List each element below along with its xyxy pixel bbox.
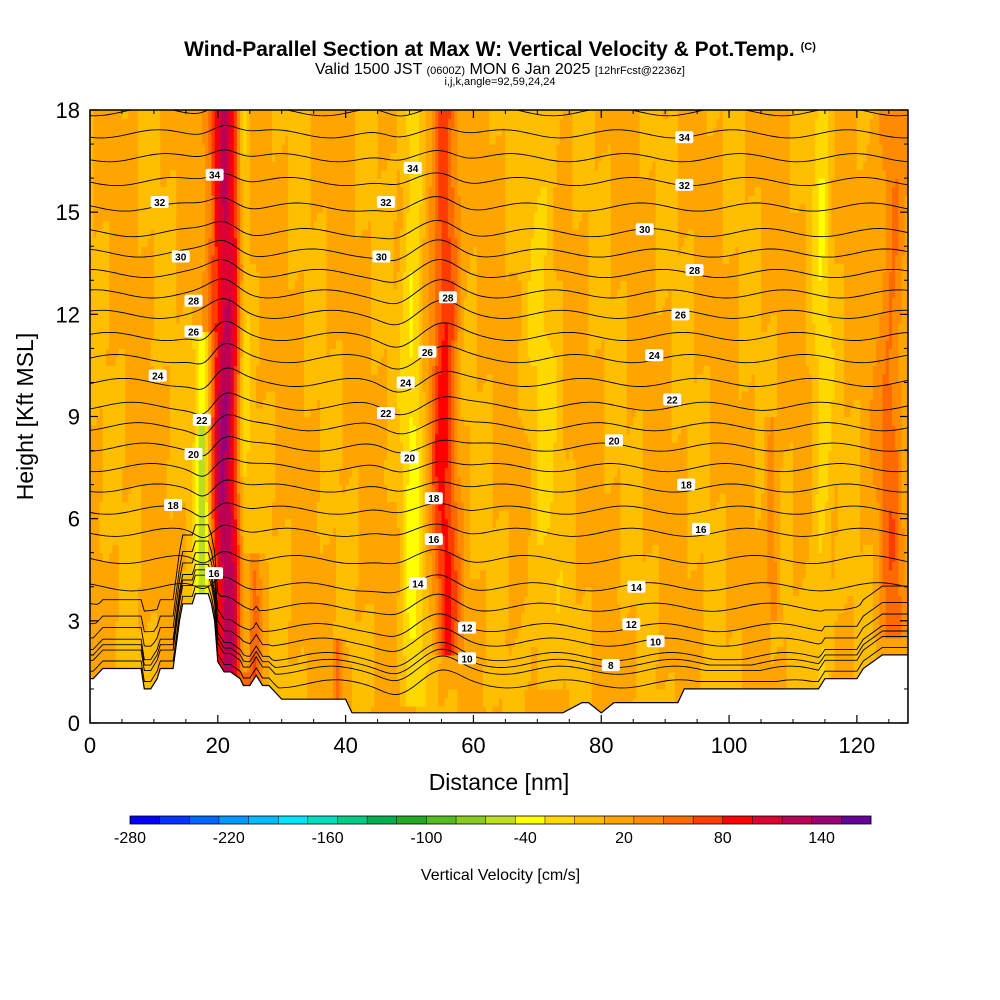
cross-section-chart: 34343432 323230 303028 28282626262424242222…	[0, 0, 1000, 1000]
